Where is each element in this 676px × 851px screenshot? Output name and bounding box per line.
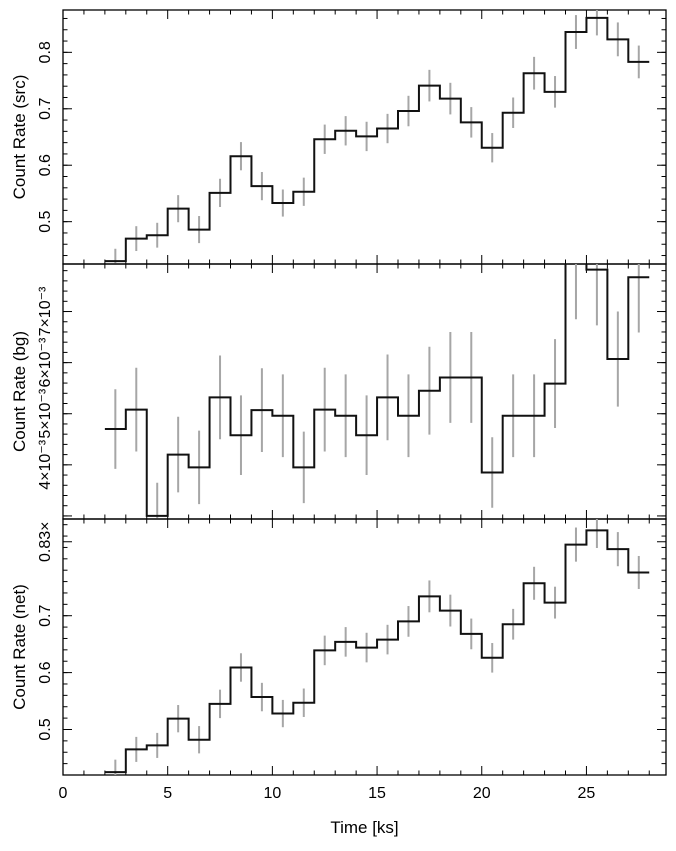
x-tick-label: 20: [473, 785, 491, 802]
y-axis-label-net: Count Rate (net): [10, 584, 29, 710]
y-axis-label-bg: Count Rate (bg): [10, 331, 29, 452]
step-series-src: [104, 16, 650, 263]
y-tick-label-net: 0.6: [37, 661, 54, 683]
data-layer-bg: [104, 264, 650, 519]
x-axis-label: Time [ks]: [330, 818, 398, 837]
x-tick-label: 15: [368, 785, 386, 802]
panel-frame-net: [62, 518, 667, 776]
y-tick-label-bg: 6×10⁻³: [37, 337, 54, 387]
y-tick-label-src: 0.5: [37, 210, 54, 232]
y-tick-label-src: 0.8: [37, 41, 54, 63]
y-tick-label-net: 0.5: [37, 718, 54, 740]
step-series-net: [104, 529, 650, 774]
y-tick-label-src: 0.6: [37, 154, 54, 176]
x-tick-label: 5: [163, 785, 172, 802]
data-layer-net: [104, 519, 650, 775]
y-axis-label-src: Count Rate (src): [10, 75, 29, 200]
y-tick-label-net: 0.83×: [37, 522, 54, 562]
y-tick-label-src: 0.7: [37, 98, 54, 120]
x-tick-label: 10: [263, 785, 281, 802]
x-tick-label: 25: [578, 785, 596, 802]
x-tick-label: 0: [59, 785, 68, 802]
data-layer-src: [104, 10, 650, 264]
step-series-bg: [104, 264, 650, 517]
y-tick-label-bg: 4×10⁻³: [37, 439, 54, 489]
y-tick-label-bg: 7×10⁻³: [37, 286, 54, 336]
y-tick-label-net: 0.7: [37, 604, 54, 626]
y-tick-label-bg: 5×10⁻³: [37, 388, 54, 438]
